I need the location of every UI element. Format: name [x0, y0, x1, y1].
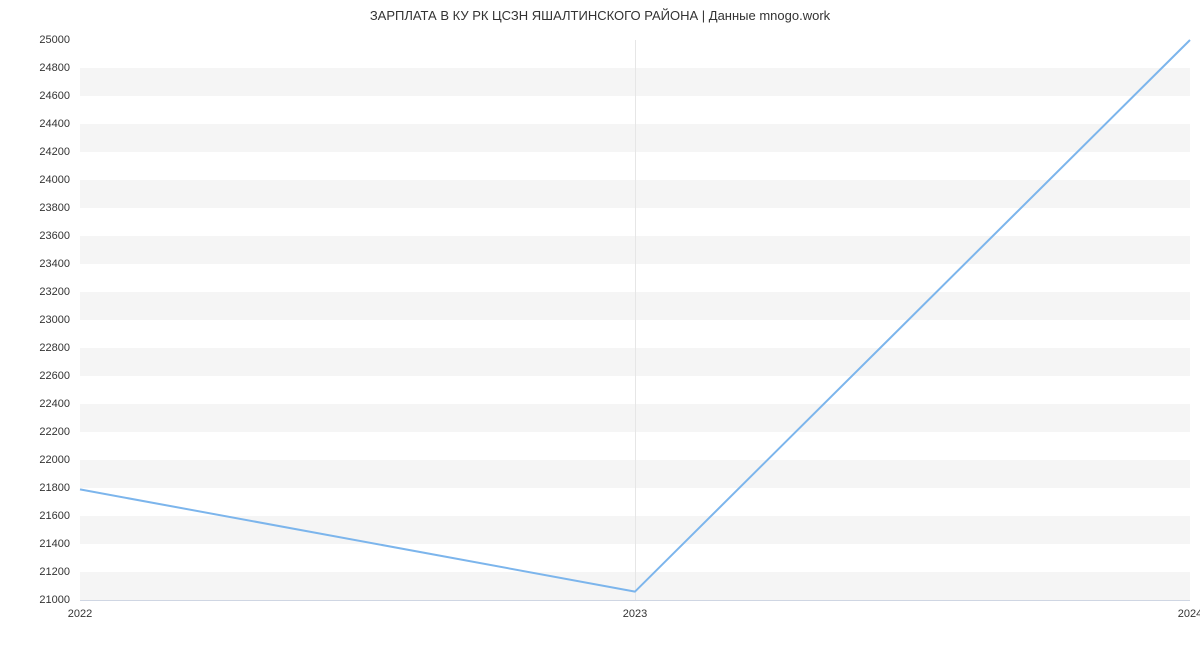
y-tick-label: 22800 — [0, 342, 70, 354]
chart-title: ЗАРПЛАТА В КУ РК ЦСЗН ЯШАЛТИНСКОГО РАЙОН… — [0, 8, 1200, 23]
x-axis-line — [80, 600, 1190, 601]
y-tick-label: 22400 — [0, 398, 70, 410]
y-tick-label: 21400 — [0, 538, 70, 550]
y-tick-label: 24200 — [0, 146, 70, 158]
x-tick-label: 2024 — [1178, 608, 1200, 620]
x-tick-label: 2023 — [623, 608, 647, 620]
y-tick-label: 22600 — [0, 370, 70, 382]
y-tick-label: 23400 — [0, 258, 70, 270]
y-tick-label: 24800 — [0, 62, 70, 74]
y-tick-label: 21000 — [0, 594, 70, 606]
y-tick-label: 21200 — [0, 566, 70, 578]
y-tick-label: 21800 — [0, 482, 70, 494]
y-tick-label: 22200 — [0, 426, 70, 438]
y-tick-label: 24000 — [0, 174, 70, 186]
plot-area — [80, 40, 1190, 600]
y-tick-label: 23200 — [0, 286, 70, 298]
y-tick-label: 23000 — [0, 314, 70, 326]
y-tick-label: 21600 — [0, 510, 70, 522]
salary-line-chart: ЗАРПЛАТА В КУ РК ЦСЗН ЯШАЛТИНСКОГО РАЙОН… — [0, 0, 1200, 650]
y-tick-label: 24600 — [0, 90, 70, 102]
series-layer — [80, 40, 1190, 600]
y-tick-label: 23600 — [0, 230, 70, 242]
y-tick-label: 24400 — [0, 118, 70, 130]
y-tick-label: 22000 — [0, 454, 70, 466]
x-tick-label: 2022 — [68, 608, 92, 620]
y-tick-label: 23800 — [0, 202, 70, 214]
y-tick-label: 25000 — [0, 34, 70, 46]
series-line-salary — [80, 40, 1190, 592]
